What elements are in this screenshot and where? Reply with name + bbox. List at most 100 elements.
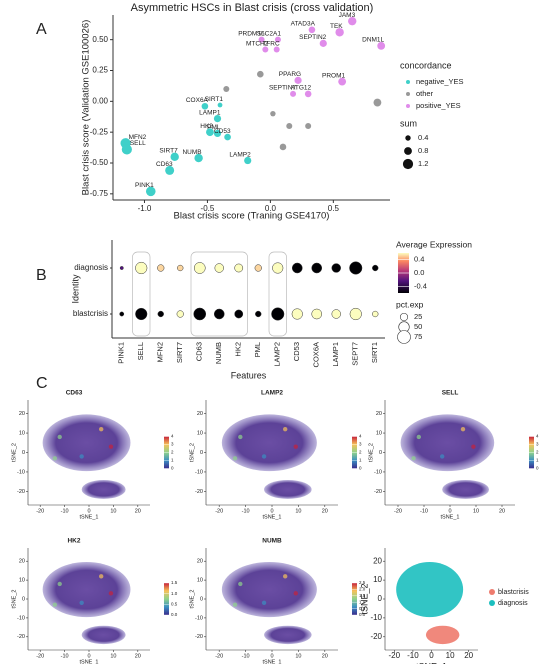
y-tick-label: 0 <box>379 450 382 456</box>
x-tick-label: -20 <box>36 653 44 659</box>
point <box>308 26 316 34</box>
x-tick-label: 0 <box>448 508 451 514</box>
legend-swatch <box>406 80 410 84</box>
colorbar-label: 4 <box>536 434 539 439</box>
point-label: ATG12 <box>291 85 311 92</box>
legend-swatch <box>489 589 495 595</box>
point <box>305 123 312 129</box>
group-box <box>190 251 248 337</box>
dot <box>214 263 224 273</box>
x-tick-label: CD53 <box>292 342 301 361</box>
dot <box>176 310 184 318</box>
x-tick-label: SIRT7 <box>175 342 184 363</box>
dot <box>311 262 323 274</box>
x-tick-label: MFN2 <box>156 342 165 362</box>
y-axis-label: Identity <box>70 274 80 304</box>
size-legend-label: 25 <box>414 312 422 321</box>
x-tick-label: -10 <box>61 508 69 514</box>
point-label: SEPTIN2 <box>299 34 326 41</box>
size-legend-label: 75 <box>414 332 422 341</box>
point <box>206 128 214 137</box>
y-tick-label: 10 <box>19 431 25 437</box>
y-tick-label: -10 <box>195 469 203 475</box>
dot <box>213 308 225 320</box>
cell-speckle <box>261 454 267 459</box>
point <box>217 102 223 108</box>
plot-title: NUMB <box>262 538 282 545</box>
point-label: LAMP1 <box>199 109 221 116</box>
y-tick-label: 0 <box>22 596 25 602</box>
point <box>304 90 312 98</box>
dot <box>119 311 125 317</box>
colorbar-label: 0 <box>536 466 539 471</box>
point <box>290 90 297 97</box>
legend-swatch <box>406 92 410 96</box>
colorbar-label: 0.4 <box>414 255 424 264</box>
x-axis-label: tSNE_1 <box>80 659 99 664</box>
colorbar-label: 2 <box>171 450 174 455</box>
x-tick-label: -10 <box>242 508 250 514</box>
panel-label: A <box>36 21 47 38</box>
x-tick-label: 10 <box>110 508 116 514</box>
point <box>373 98 382 107</box>
point-label: JAM3 <box>339 12 356 19</box>
dot <box>372 264 379 272</box>
point <box>348 16 357 26</box>
colorbar-label: 0.0 <box>359 612 366 617</box>
cell-cluster <box>442 479 489 499</box>
x-axis-label: tSNE_1 <box>441 514 460 520</box>
x-tick-label: LAMP2 <box>273 342 282 367</box>
point <box>258 36 265 43</box>
cell-speckle <box>293 591 298 596</box>
x-tick-label: -20 <box>36 508 44 514</box>
colorbar-label: 1 <box>536 458 539 463</box>
panel-label: C <box>36 375 48 392</box>
x-tick-label: -0.5 <box>201 204 215 213</box>
point <box>165 165 175 175</box>
x-tick-label: 20 <box>322 653 328 659</box>
cell-speckle <box>411 456 416 461</box>
y-tick-label: 20 <box>376 411 382 417</box>
point <box>223 86 230 92</box>
x-tick-label: 20 <box>499 508 505 514</box>
cell-speckle <box>99 574 104 579</box>
point <box>279 143 287 151</box>
cell-cluster <box>42 414 131 472</box>
colorbar-label: 3 <box>171 442 174 447</box>
colorbar-label: 3 <box>359 442 362 447</box>
x-tick-label: 0.5 <box>328 204 340 213</box>
point <box>294 76 302 84</box>
cell-cluster <box>264 479 312 499</box>
colorbar-label: 2 <box>536 450 539 455</box>
cell-speckle <box>460 426 466 432</box>
point-label: SELL <box>130 140 146 147</box>
cell-cluster <box>264 625 312 645</box>
plot-title: LAMP2 <box>261 390 283 397</box>
x-axis-label: Blast crisis score (Traning GSE4170) <box>174 211 330 222</box>
colorbar-label: 1.0 <box>359 599 366 604</box>
cell-speckle <box>52 602 58 607</box>
point-label: SEPTIN7 <box>269 85 296 92</box>
colorbar-label: 2.5 <box>359 580 366 585</box>
cell-speckle <box>283 426 288 432</box>
panel-label: B <box>36 267 47 284</box>
y-tick-label: 20 <box>197 559 203 565</box>
point-label: CD53 <box>214 128 231 135</box>
cell-speckle <box>416 434 421 440</box>
y-tick-label: -20 <box>374 489 382 495</box>
point <box>213 129 222 137</box>
point-label: TEK <box>330 23 343 30</box>
x-axis-label: Features <box>231 370 267 380</box>
cell-speckle <box>293 444 298 449</box>
cell-speckle <box>57 434 62 440</box>
point <box>319 39 327 47</box>
colorbar-label: 4 <box>359 434 362 439</box>
point <box>286 123 293 129</box>
x-tick-label: NUMB <box>214 342 223 364</box>
dot <box>119 266 124 270</box>
plot-title: SELL <box>442 390 459 397</box>
cell-cluster <box>221 562 317 618</box>
y-tick-label: 0 <box>200 450 203 456</box>
point-label: ATAD3A <box>291 21 316 28</box>
